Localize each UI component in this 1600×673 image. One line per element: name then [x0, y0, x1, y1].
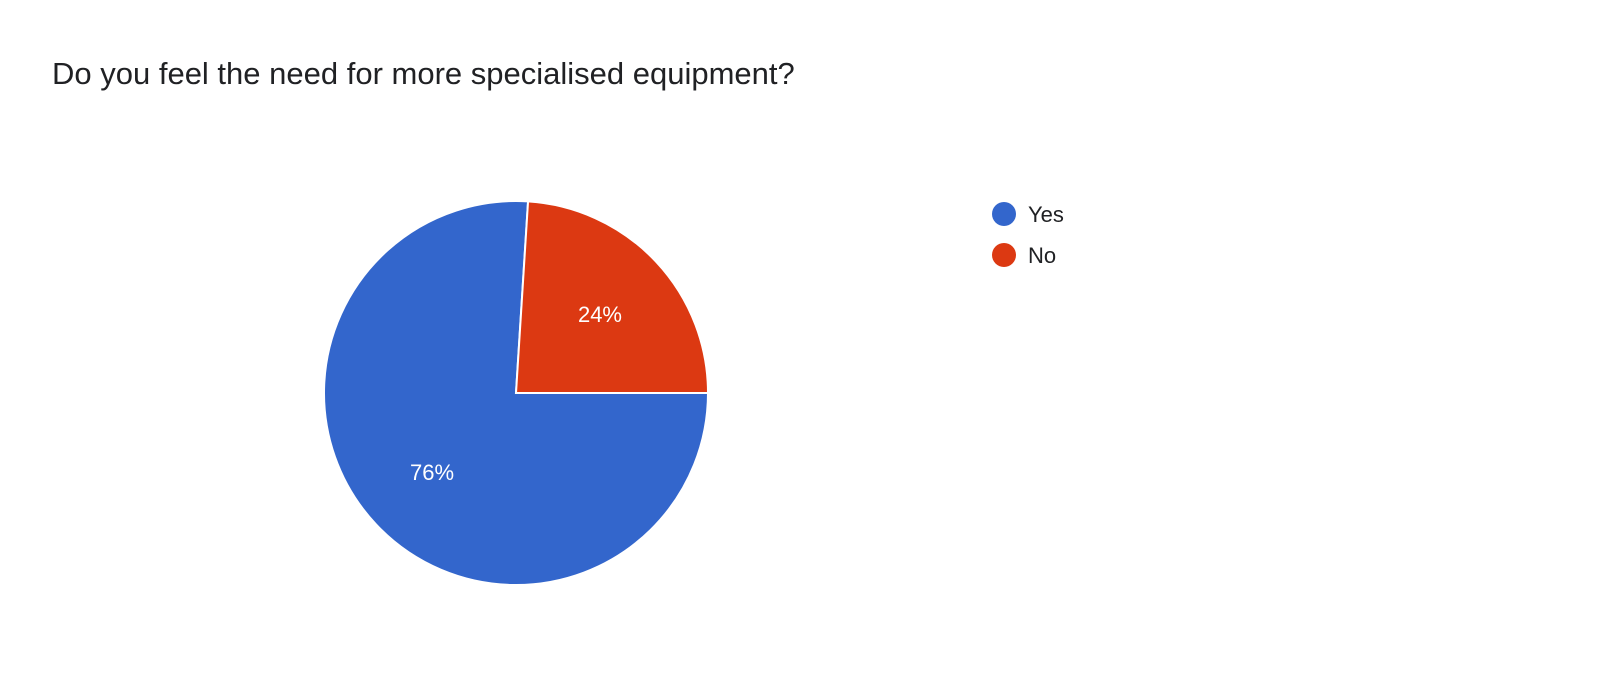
chart-title: Do you feel the need for more specialise…	[52, 56, 795, 91]
pie-slice-yes	[323, 200, 710, 586]
data-label-yes: 76%	[410, 460, 454, 485]
legend-marker-no	[992, 243, 1016, 267]
data-label-no: 24%	[578, 302, 622, 327]
legend-marker-yes	[992, 202, 1016, 226]
legend-label-yes: Yes	[1028, 202, 1064, 227]
pie-slice-no	[514, 200, 710, 394]
legend-label-no: No	[1028, 243, 1056, 268]
